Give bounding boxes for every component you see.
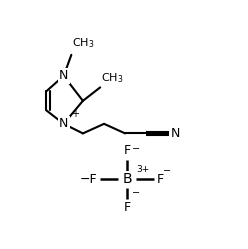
Text: F: F <box>124 201 131 214</box>
Text: F: F <box>124 144 131 157</box>
Text: −: − <box>132 143 140 154</box>
Text: CH$_3$: CH$_3$ <box>101 71 124 84</box>
Text: +: + <box>71 109 79 119</box>
Text: −: − <box>163 166 171 176</box>
Text: −: − <box>132 188 140 198</box>
Text: −F: −F <box>80 173 97 186</box>
Text: 3+: 3+ <box>137 165 150 174</box>
Text: N: N <box>59 117 68 130</box>
Text: N: N <box>170 127 180 140</box>
Text: N: N <box>59 69 68 82</box>
Text: F: F <box>157 173 164 186</box>
Text: B: B <box>122 172 132 187</box>
Text: CH$_3$: CH$_3$ <box>72 36 95 50</box>
